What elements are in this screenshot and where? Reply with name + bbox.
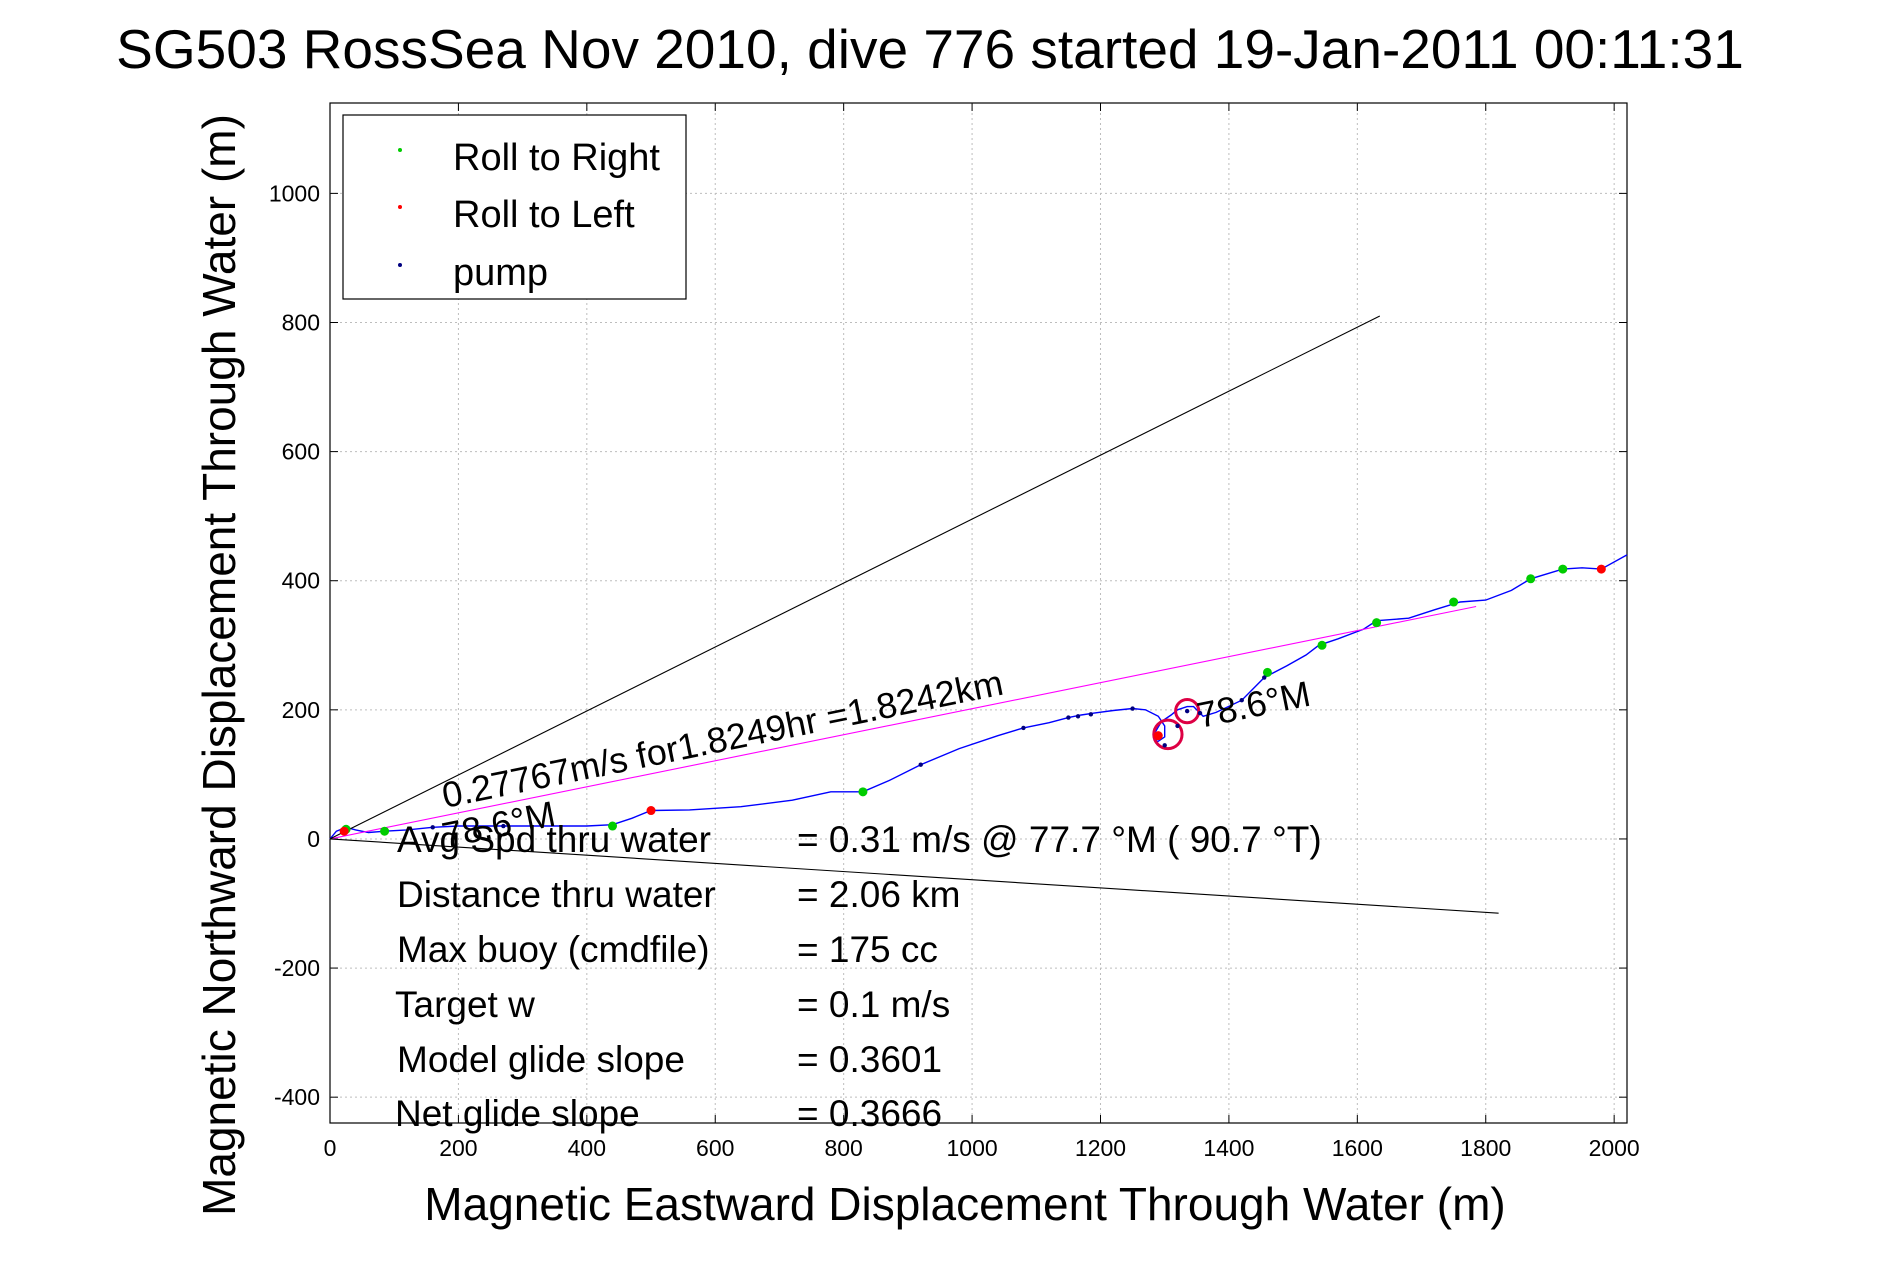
stat-label-target-w: Target w [395, 984, 535, 1025]
y-tick-label: 800 [282, 309, 320, 335]
x-tick-label: 400 [568, 1135, 606, 1161]
y-tick-label: 600 [282, 439, 320, 465]
pump-marker [1075, 714, 1081, 719]
series-layer [329, 315, 1628, 914]
legend-label-roll-left: Roll to Left [453, 194, 635, 236]
ticks: 0 200 400 600 800 1000 1200 1400 1600 1800 2000-40… [269, 103, 1640, 1161]
stat-value-distance: = 2.06 km [797, 874, 961, 915]
roll-right-marker [1317, 640, 1327, 650]
legend-box [342, 114, 687, 300]
pump-marker [1175, 723, 1180, 729]
track-series [329, 554, 1628, 840]
stat-label-avg-spd: Avg Spd thru water [397, 819, 711, 860]
stat-label-distance: Distance thru water [397, 874, 716, 915]
chart-title: SG503 RossSea Nov 2010, dive 776 started… [116, 18, 1744, 80]
stat-value-model-glide: = 0.3601 [797, 1039, 942, 1080]
roll-right-marker [1449, 597, 1459, 607]
legend-label-roll-right: Roll to Right [453, 137, 660, 179]
stat-value-net-glide: = 0.3666 [797, 1093, 942, 1134]
x-tick-label: 1600 [1332, 1135, 1383, 1161]
x-tick-label: 1400 [1203, 1135, 1254, 1161]
y-tick-label: 200 [282, 697, 320, 723]
x-tick-label: 2000 [1589, 1135, 1640, 1161]
pump-marker [1021, 725, 1026, 731]
stat-label-model-glide: Model glide slope [397, 1039, 685, 1080]
roll-right-marker [1372, 618, 1382, 628]
stat-value-target-w: = 0.1 m/s [797, 984, 950, 1025]
x-tick-label: 1200 [1075, 1135, 1126, 1161]
marker-layer [339, 564, 1606, 836]
legend-marker-pump [398, 263, 402, 267]
pump-marker [1197, 710, 1203, 716]
pump-marker [1262, 675, 1267, 680]
pump-marker [1088, 712, 1094, 717]
x-tick-label: 1000 [946, 1135, 997, 1161]
roll-right-marker [608, 821, 618, 831]
loop-series [1174, 698, 1201, 725]
x-tick-label: 0 [324, 1135, 337, 1161]
heading_line-series [329, 838, 1499, 914]
legend: Roll to Right Roll to Left pump [342, 114, 687, 300]
legend-marker-roll-right [398, 148, 402, 152]
roll-left-marker [646, 806, 656, 816]
x-tick-label: 1800 [1460, 1135, 1511, 1161]
y-axis-label: Magnetic Northward Displacement Through … [193, 114, 245, 1216]
pump-marker [1130, 706, 1135, 711]
stat-value-avg-spd: = 0.31 m/s @ 77.7 °M ( 90.7 °T) [797, 819, 1322, 860]
loop-series [1152, 718, 1184, 751]
roll-right-marker [1262, 667, 1272, 677]
pump-marker [918, 762, 923, 767]
roll-right-marker [1558, 564, 1568, 574]
x-axis-label: Magnetic Eastward Displacement Through W… [424, 1178, 1505, 1230]
stat-label-net-glide: Net glide slope [395, 1093, 640, 1134]
x-tick-label: 600 [696, 1135, 734, 1161]
y-tick-label: -400 [274, 1084, 320, 1110]
stat-label-max-buoy: Max buoy (cmdfile) [397, 929, 710, 970]
legend-label-pump: pump [453, 252, 548, 294]
grid [330, 103, 1627, 1123]
y-tick-label: 0 [307, 826, 320, 852]
stats-block: Avg Spd thru water = 0.31 m/s @ 77.7 °M … [395, 819, 1322, 1134]
x-tick-label: 800 [824, 1135, 862, 1161]
roll-left-marker [339, 826, 349, 836]
heading_line-series [329, 315, 1381, 840]
fit-series [329, 605, 1477, 840]
roll-left-marker [1596, 564, 1606, 574]
pump-marker [1066, 715, 1071, 720]
x-tick-label: 200 [439, 1135, 477, 1161]
stat-value-max-buoy: = 175 cc [797, 929, 938, 970]
roll-right-marker [858, 787, 868, 797]
legend-marker-roll-left [398, 205, 402, 209]
y-tick-label: 1000 [269, 180, 320, 206]
y-tick-label: -200 [274, 955, 320, 981]
pump-marker [1239, 697, 1244, 703]
pump-marker [1184, 708, 1190, 714]
pump-marker [430, 825, 435, 830]
pump-marker [1162, 743, 1167, 748]
y-tick-label: 400 [282, 568, 320, 594]
pump-marker [501, 823, 506, 829]
roll-left-marker [1153, 731, 1163, 741]
roll-right-marker [380, 826, 390, 836]
roll-right-marker [1526, 574, 1536, 584]
